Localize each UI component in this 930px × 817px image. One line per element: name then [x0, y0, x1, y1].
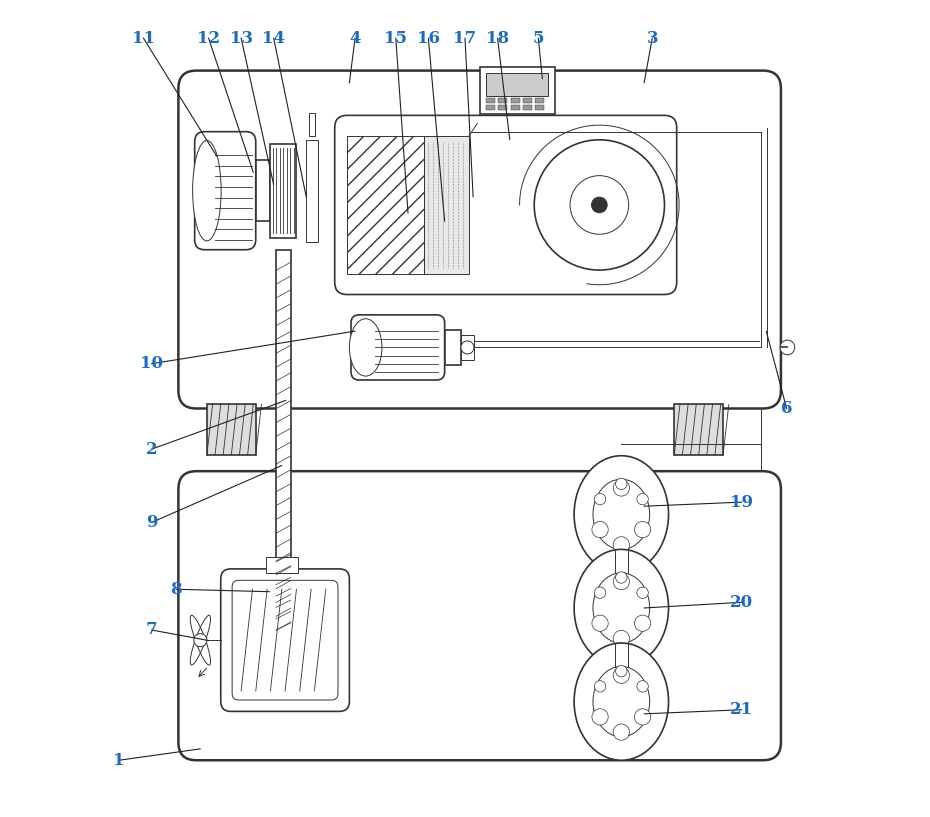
Circle shape: [637, 681, 648, 692]
Bar: [498, 98, 508, 103]
Circle shape: [634, 708, 651, 725]
Text: 4: 4: [350, 29, 361, 47]
Circle shape: [780, 340, 795, 355]
Bar: [206, 404, 256, 455]
Text: 12: 12: [197, 29, 220, 47]
FancyBboxPatch shape: [232, 580, 338, 700]
FancyBboxPatch shape: [220, 569, 350, 712]
Circle shape: [616, 665, 627, 676]
Text: 17: 17: [454, 29, 476, 47]
Text: 21: 21: [730, 701, 753, 718]
Bar: [523, 98, 532, 103]
Text: 8: 8: [170, 581, 181, 598]
FancyBboxPatch shape: [335, 115, 677, 294]
Text: 6: 6: [781, 400, 792, 417]
Bar: [498, 105, 508, 109]
Text: 20: 20: [730, 594, 753, 611]
Bar: [535, 98, 544, 103]
Circle shape: [637, 493, 648, 505]
Text: 19: 19: [730, 493, 753, 511]
Bar: [461, 335, 474, 359]
Bar: [424, 136, 469, 275]
Ellipse shape: [574, 643, 669, 761]
Bar: [511, 98, 520, 103]
Ellipse shape: [593, 573, 650, 643]
Text: 2: 2: [146, 440, 157, 458]
Bar: [306, 140, 318, 242]
Bar: [486, 105, 495, 109]
Circle shape: [461, 341, 474, 354]
Bar: [480, 66, 554, 114]
Circle shape: [634, 615, 651, 632]
Circle shape: [193, 634, 206, 647]
Circle shape: [613, 667, 630, 683]
Ellipse shape: [193, 141, 221, 241]
Bar: [486, 98, 495, 103]
Circle shape: [594, 493, 605, 505]
Text: 10: 10: [140, 355, 163, 373]
Circle shape: [591, 521, 608, 538]
Circle shape: [534, 140, 664, 270]
Circle shape: [591, 197, 607, 212]
Circle shape: [613, 631, 630, 646]
Text: 1: 1: [113, 752, 125, 769]
Circle shape: [613, 574, 630, 590]
Circle shape: [591, 615, 608, 632]
Circle shape: [613, 724, 630, 740]
Circle shape: [570, 176, 629, 234]
Bar: [347, 136, 424, 275]
Bar: [266, 556, 298, 573]
Ellipse shape: [593, 480, 650, 550]
Ellipse shape: [574, 549, 669, 667]
Bar: [511, 105, 520, 109]
Ellipse shape: [593, 667, 650, 737]
Ellipse shape: [574, 456, 669, 573]
Circle shape: [613, 480, 630, 496]
FancyBboxPatch shape: [351, 315, 445, 380]
Text: 5: 5: [533, 29, 544, 47]
Bar: [486, 73, 548, 96]
Circle shape: [616, 572, 627, 583]
Bar: [271, 144, 297, 238]
Bar: [674, 404, 724, 455]
Bar: [523, 105, 532, 109]
FancyBboxPatch shape: [179, 471, 781, 761]
Circle shape: [616, 478, 627, 489]
Circle shape: [591, 708, 608, 725]
Circle shape: [613, 537, 630, 553]
Bar: [445, 329, 461, 365]
Text: 7: 7: [146, 622, 157, 638]
Text: 16: 16: [417, 29, 440, 47]
Bar: [276, 558, 291, 630]
Circle shape: [634, 521, 651, 538]
FancyBboxPatch shape: [194, 132, 256, 250]
Text: 9: 9: [146, 514, 157, 531]
Circle shape: [637, 587, 648, 598]
Bar: [256, 160, 271, 221]
FancyBboxPatch shape: [179, 70, 781, 409]
Bar: [309, 113, 315, 136]
Text: 11: 11: [132, 29, 155, 47]
Text: 13: 13: [230, 29, 253, 47]
Ellipse shape: [350, 319, 382, 376]
Circle shape: [594, 587, 605, 598]
Text: 14: 14: [262, 29, 286, 47]
Text: 15: 15: [384, 29, 407, 47]
Text: 18: 18: [486, 29, 509, 47]
Circle shape: [594, 681, 605, 692]
Bar: [276, 250, 291, 630]
Text: 3: 3: [646, 29, 658, 47]
Bar: [535, 105, 544, 109]
